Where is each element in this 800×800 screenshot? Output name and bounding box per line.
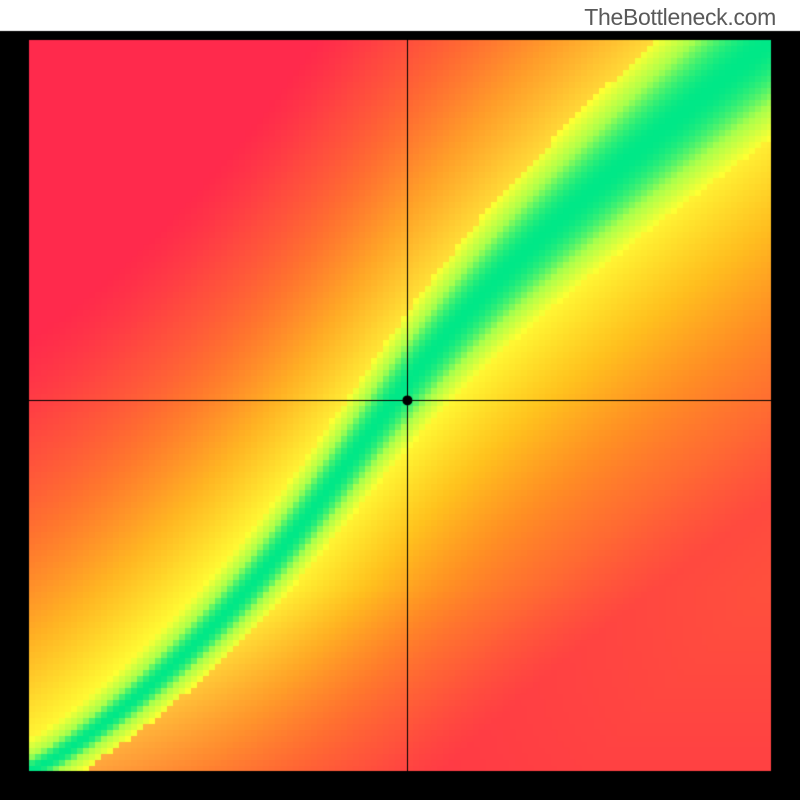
- watermark-text: TheBottleneck.com: [584, 4, 776, 31]
- heatmap-plot: [0, 0, 800, 800]
